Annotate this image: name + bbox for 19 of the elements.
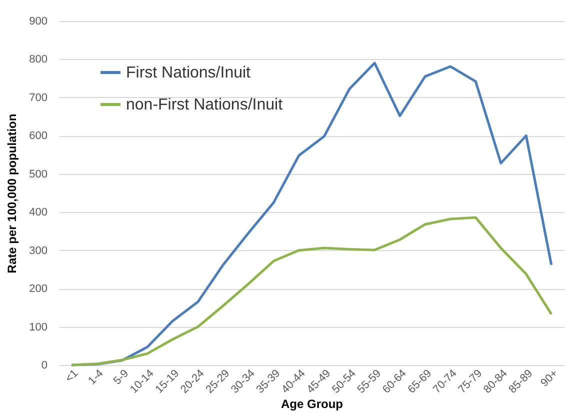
y-tick-label: 700 [29, 92, 48, 104]
y-tick-label: 600 [29, 130, 48, 142]
legend-label: non-First Nations/Inuit [126, 96, 284, 114]
legend-label: First Nations/Inuit [126, 64, 252, 82]
y-tick-label: 800 [29, 54, 48, 66]
x-tick-label: 5-9 [111, 368, 132, 388]
x-axis-title: Age Group [281, 397, 343, 412]
y-tick-label: 100 [29, 321, 48, 334]
y-tick-label: 200 [29, 283, 48, 296]
x-tick-label: <1 [63, 368, 81, 385]
y-tick-label: 400 [29, 206, 48, 219]
y-tick-label: 0 [41, 360, 48, 372]
line-series [70, 216, 553, 366]
y-tick-label: 500 [29, 168, 48, 180]
x-tick-label: 90+ [538, 368, 560, 390]
y-tick-label: 300 [29, 244, 48, 257]
y-axis-title: Rate per 100,000 population [5, 114, 20, 274]
x-tick-label: 1-4 [86, 368, 106, 388]
y-tick-label: 900 [29, 16, 48, 28]
